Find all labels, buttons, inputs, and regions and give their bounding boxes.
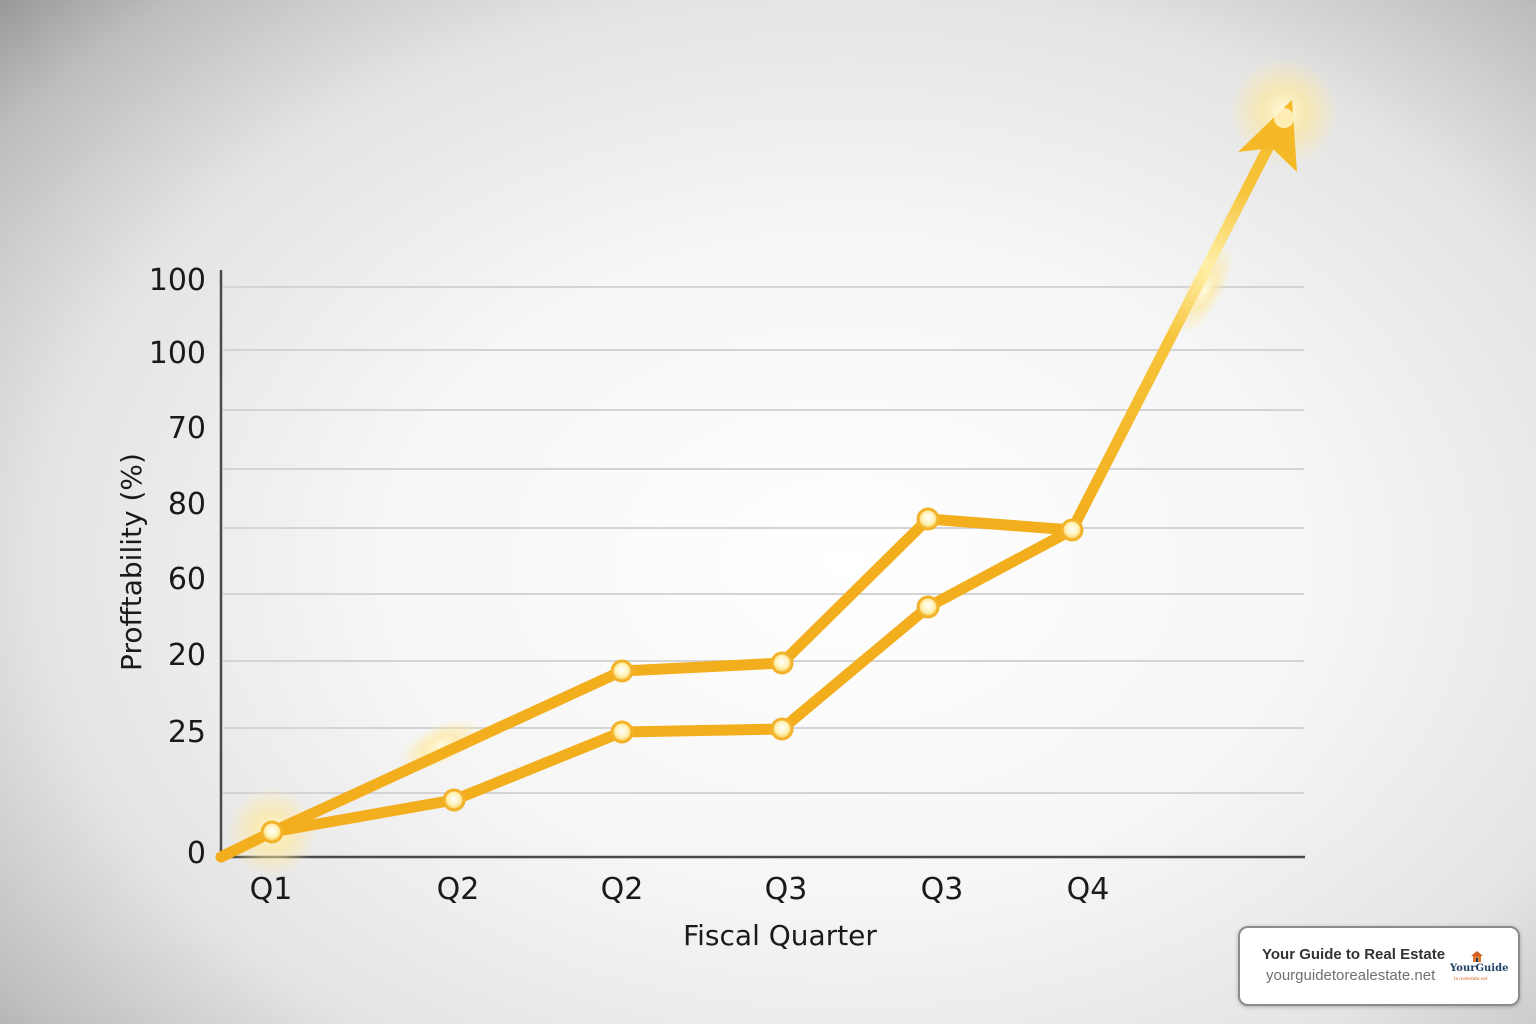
- badge-title: Your Guide to Real Estate: [1262, 946, 1446, 963]
- source-badge[interactable]: Your Guide to Real Estate yourguidetorea…: [1238, 926, 1520, 1006]
- x-tick-label: Q4: [1067, 872, 1110, 907]
- data-point: [610, 659, 634, 683]
- x-tick-label: Q2: [437, 872, 480, 907]
- data-point: [442, 788, 466, 812]
- y-tick-label: 20: [168, 638, 206, 673]
- y-tick-label: 60: [168, 562, 206, 597]
- x-tick-label: Q1: [250, 872, 293, 907]
- y-tick-label: 70: [168, 411, 206, 446]
- y-tick-labels: 100 100 70 80 60 20 25 0: [149, 263, 206, 871]
- series-lower-line: [266, 524, 1078, 838]
- y-tick-label: 25: [168, 715, 206, 750]
- house-icon: [1471, 951, 1483, 962]
- site-logo: YourGuide to realestate.net: [1450, 950, 1509, 986]
- growth-arrow-icon: [1066, 100, 1297, 536]
- logo-subtext: to realestate.net: [1454, 976, 1488, 981]
- gridlines: [223, 286, 1304, 794]
- data-point: [770, 717, 794, 741]
- y-tick-label: 100: [149, 336, 206, 371]
- data-point: [260, 820, 284, 844]
- series-upper-line: [215, 513, 1078, 863]
- x-tick-label: Q3: [765, 872, 808, 907]
- y-tick-label: 0: [187, 836, 206, 871]
- y-axis-title: Profftability (%): [115, 453, 148, 671]
- badge-url[interactable]: yourguidetorealestate.net: [1266, 967, 1436, 984]
- data-markers: [260, 507, 1084, 844]
- badge-text: Your Guide to Real Estate yourguidetorea…: [1262, 945, 1445, 987]
- glow-effects: [227, 57, 1339, 877]
- data-point: [1060, 518, 1084, 542]
- x-tick-label: Q2: [601, 872, 644, 907]
- x-tick-label: Q3: [921, 872, 964, 907]
- data-point: [770, 651, 794, 675]
- data-point: [916, 595, 940, 619]
- data-point: [916, 507, 940, 531]
- y-tick-label: 100: [149, 263, 206, 298]
- data-point: [610, 720, 634, 744]
- x-tick-labels: Q1 Q2 Q2 Q3 Q3 Q4: [250, 872, 1110, 907]
- y-tick-label: 80: [168, 487, 206, 522]
- logo-wordmark: YourGuide: [1450, 963, 1509, 974]
- x-axis-title: Fiscal Quarter: [683, 919, 877, 952]
